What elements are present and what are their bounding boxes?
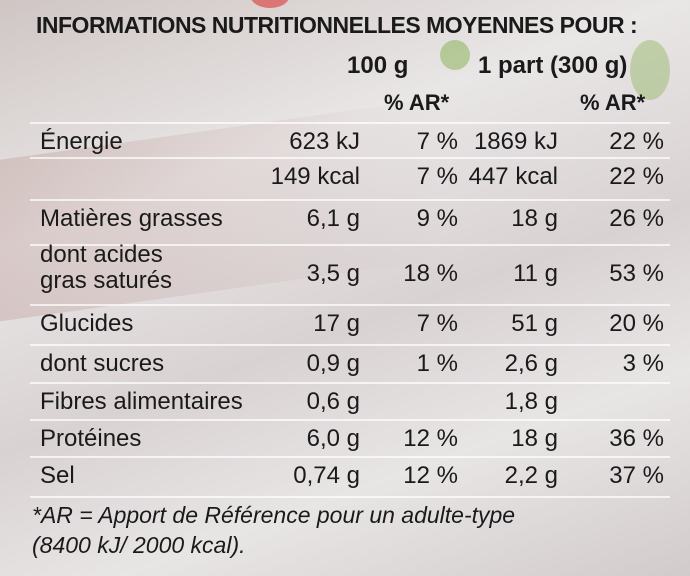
value-per-portion: 1869 kJ [473, 128, 558, 155]
ar-per-portion: 37 % [609, 462, 664, 489]
ar-per-100g: 12 % [403, 462, 458, 489]
value-per-100g: 0,9 g [306, 350, 360, 377]
value-per-100g: 17 g [313, 310, 360, 337]
column-header-portion: 1 part (300 g) [478, 52, 628, 79]
background-decoration [440, 40, 470, 70]
value-per-portion: 2,2 g [504, 462, 558, 489]
ar-per-portion: 22 % [609, 128, 664, 155]
ar-per-portion: 3 % [622, 350, 664, 377]
ar-per-100g: 7 % [416, 128, 458, 155]
value-per-portion: 1,8 g [504, 388, 558, 415]
background-decoration [250, 0, 290, 8]
nutrient-label: dont acides gras saturés [40, 241, 173, 294]
column-header-ar-100g: % AR* [384, 90, 450, 115]
row-divider [30, 157, 670, 159]
ar-per-portion: 53 % [609, 260, 664, 287]
row-divider [30, 122, 670, 124]
row-divider [30, 244, 670, 246]
ar-per-100g: 18 % [403, 260, 458, 287]
value-per-portion: 447 kcal [468, 163, 558, 190]
ar-per-100g: 1 % [416, 350, 458, 377]
row-divider [30, 382, 670, 384]
value-per-portion: 51 g [511, 310, 558, 337]
nutrient-label: Protéines [40, 425, 142, 452]
footnote: *AR = Apport de Référence pour un adulte… [32, 500, 515, 560]
row-divider [30, 344, 670, 346]
value-per-100g: 0,6 g [306, 388, 360, 415]
column-header-100g: 100 g [347, 52, 409, 79]
value-per-portion: 2,6 g [504, 350, 558, 377]
value-per-portion: 18 g [511, 205, 558, 232]
ar-per-100g: 12 % [403, 425, 458, 452]
nutrient-label: Glucides [40, 310, 134, 337]
nutrient-label: Fibres alimentaires [40, 388, 243, 415]
value-per-100g: 6,0 g [306, 425, 360, 452]
row-divider [30, 304, 670, 306]
value-per-100g: 3,5 g [306, 260, 360, 287]
row-divider [30, 496, 670, 498]
table-title: INFORMATIONS NUTRITIONNELLES MOYENNES PO… [36, 12, 638, 38]
ar-per-portion: 26 % [609, 205, 664, 232]
row-divider [30, 199, 670, 201]
background-decoration [630, 40, 670, 100]
ar-per-100g: 7 % [416, 310, 458, 337]
ar-per-portion: 36 % [609, 425, 664, 452]
footnote-line-1: *AR = Apport de Référence pour un adulte… [32, 502, 516, 528]
ar-per-100g: 7 % [416, 163, 458, 190]
row-divider [30, 456, 670, 458]
value-per-100g: 6,1 g [306, 205, 360, 232]
value-per-portion: 18 g [511, 425, 558, 452]
ar-per-100g: 9 % [416, 205, 458, 232]
value-per-100g: 149 kcal [270, 163, 360, 190]
footnote-line-2: (8400 kJ/ 2000 kcal). [32, 532, 246, 558]
ar-per-portion: 22 % [609, 163, 664, 190]
row-divider [30, 419, 670, 421]
nutrient-label: Énergie [40, 128, 123, 155]
column-header-ar-portion: % AR* [580, 90, 646, 115]
value-per-100g: 0,74 g [293, 462, 360, 489]
ar-per-portion: 20 % [609, 310, 664, 337]
value-per-portion: 11 g [513, 260, 558, 287]
nutrient-label: Matières grasses [40, 205, 223, 232]
nutrient-label: Sel [40, 462, 75, 489]
nutrient-label: dont sucres [40, 350, 165, 377]
value-per-100g: 623 kJ [289, 128, 360, 155]
